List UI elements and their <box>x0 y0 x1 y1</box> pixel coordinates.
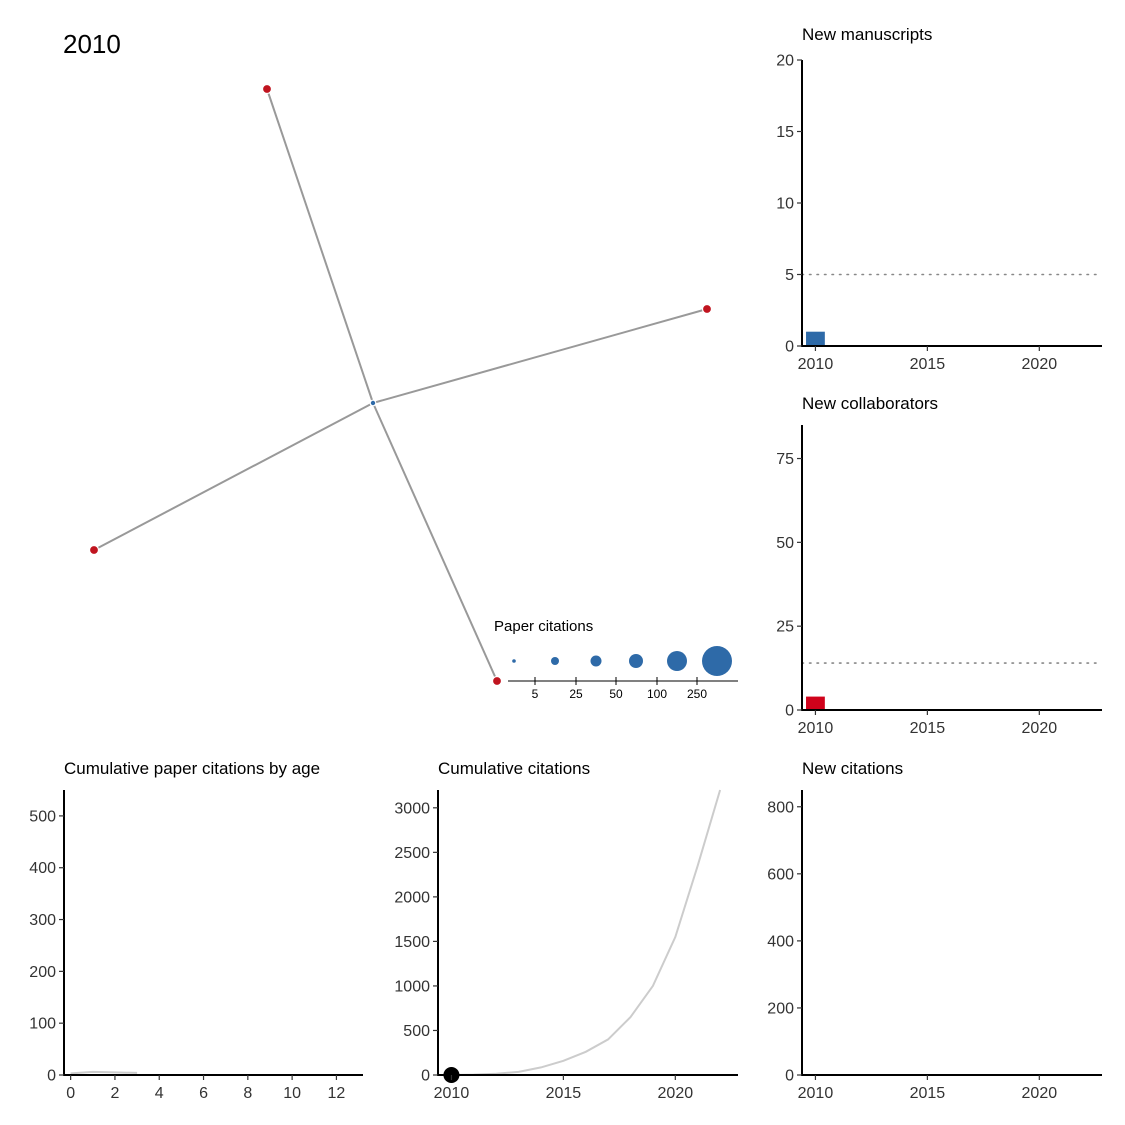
series-line <box>70 1070 138 1075</box>
author-node <box>88 544 100 556</box>
legend-tick-label: 250 <box>687 687 707 701</box>
x-tick-label: 2020 <box>1022 720 1058 737</box>
network-edge <box>266 88 374 404</box>
x-tick-label: 6 <box>199 1085 208 1102</box>
x-tick-label: 8 <box>243 1085 252 1102</box>
legend-circle <box>551 657 559 665</box>
y-tick-label: 50 <box>776 535 794 552</box>
y-tick-label: 200 <box>29 964 56 981</box>
cumulative-paper-citations-by-age-panel: Cumulative paper citations by age0100200… <box>29 759 363 1102</box>
legend-tick-label: 25 <box>569 687 583 701</box>
legend-title: Paper citations <box>494 618 593 635</box>
panel-title: New collaborators <box>802 394 938 413</box>
x-tick-label: 2010 <box>798 720 834 737</box>
year-label: 2010 <box>63 29 121 59</box>
author-node <box>491 675 503 687</box>
y-tick-label: 15 <box>776 124 794 141</box>
y-tick-label: 1000 <box>394 978 430 995</box>
y-tick-label: 20 <box>776 53 794 70</box>
y-tick-label: 400 <box>29 860 56 877</box>
y-tick-label: 0 <box>47 1068 56 1085</box>
y-tick-label: 0 <box>421 1068 430 1085</box>
series-line <box>451 789 722 1076</box>
x-tick-label: 2010 <box>434 1085 470 1102</box>
y-tick-label: 3000 <box>394 800 430 817</box>
y-tick-label: 0 <box>785 703 794 720</box>
legend-circle <box>667 651 687 671</box>
author-node <box>701 303 713 315</box>
x-tick-label: 2010 <box>798 1085 834 1102</box>
new-citations-panel: New citations 0 200 400 600 800 2010 2015 2020 <box>767 759 1102 1102</box>
x-tick-label: 12 <box>328 1085 346 1102</box>
bar <box>806 331 825 346</box>
y-tick-label: 2500 <box>394 845 430 862</box>
x-tick-label: 2020 <box>658 1085 694 1102</box>
y-tick-label: 300 <box>29 912 56 929</box>
x-tick-label: 2015 <box>910 1085 946 1102</box>
x-tick-label: 2020 <box>1022 1085 1058 1102</box>
legend-circle <box>512 659 516 663</box>
y-tick-label: 500 <box>403 1023 430 1040</box>
panel-title: Cumulative citations <box>438 759 590 778</box>
x-tick-label: 2020 <box>1022 356 1058 373</box>
legend-tick-label: 100 <box>647 687 667 701</box>
y-tick-label: 100 <box>29 1016 56 1033</box>
y-tick-label: 5 <box>785 267 794 284</box>
x-tick-label: 2015 <box>910 356 946 373</box>
y-tick-label: 2000 <box>394 889 430 906</box>
cumulative-citations-panel: Cumulative citations 0 500 1000 1500 2000 2500… <box>394 759 738 1102</box>
y-tick-label: 10 <box>776 196 794 213</box>
y-tick-label: 0 <box>785 339 794 356</box>
x-tick-label: 0 <box>66 1085 75 1102</box>
y-tick-label: 1500 <box>394 934 430 951</box>
x-tick-label: 2015 <box>910 720 946 737</box>
legend-tick-label: 5 <box>532 687 539 701</box>
y-tick-label: 25 <box>776 619 794 636</box>
collaboration-network <box>88 83 713 687</box>
y-tick-label: 500 <box>29 808 56 825</box>
y-tick-label: 0 <box>785 1068 794 1085</box>
y-tick-label: 200 <box>767 1000 794 1017</box>
x-tick-label: 4 <box>155 1085 164 1102</box>
legend-circle <box>629 654 643 668</box>
network-edge <box>372 308 708 404</box>
bar <box>806 696 825 710</box>
paper-node <box>369 399 377 407</box>
panel-title: New manuscripts <box>802 25 932 44</box>
new-collaborators-panel: New collaborators 0 25 50 75 2010 2015 2020 <box>776 394 1103 737</box>
legend-tick-label: 50 <box>609 687 623 701</box>
network-edge <box>372 402 498 682</box>
y-tick-label: 800 <box>767 799 794 816</box>
new-manuscripts-panel: New manuscripts 0 5 10 15 20 2010 2015 2020 <box>776 25 1103 373</box>
legend-circle <box>590 655 602 667</box>
network-edge <box>93 402 374 551</box>
panel-title: Cumulative paper citations by age <box>64 759 320 778</box>
paper-citations-legend: Paper citations 5 25 50 100 250 <box>494 618 738 701</box>
y-tick-label: 400 <box>767 933 794 950</box>
panel-title: New citations <box>802 759 903 778</box>
x-tick-label: 2010 <box>798 356 834 373</box>
legend-circle <box>702 646 732 676</box>
x-tick-label: 2015 <box>546 1085 582 1102</box>
y-tick-label: 75 <box>776 451 794 468</box>
y-tick-label: 600 <box>767 866 794 883</box>
x-tick-label: 10 <box>283 1085 301 1102</box>
x-tick-label: 2 <box>110 1085 119 1102</box>
author-node <box>261 83 273 95</box>
